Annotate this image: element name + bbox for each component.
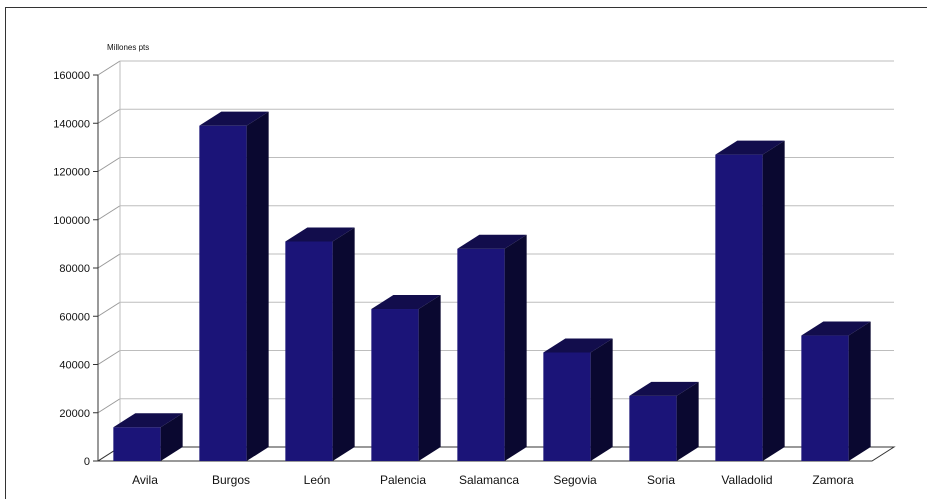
y-tick-label: 20000 <box>59 408 90 420</box>
x-tick-labels: Avila Burgos León Palencia Salamanca Segovia S… <box>132 473 854 487</box>
gridline-depth <box>97 398 121 414</box>
bar <box>543 338 613 461</box>
bar-front <box>457 248 505 461</box>
bar-front <box>543 352 591 461</box>
y-tick-labels: 0 20000 40000 60000 80000 100000 120000 140000 1… <box>53 70 90 468</box>
bar-top <box>715 140 785 155</box>
y-tick-label: 60000 <box>59 311 90 323</box>
bar-top <box>457 234 527 249</box>
y-tick-label: 140000 <box>53 118 90 130</box>
bar-top <box>629 381 699 396</box>
gridline-depth <box>97 108 121 124</box>
bar-side <box>246 111 269 461</box>
x-tick-label: León <box>304 473 331 487</box>
gridline-depth <box>97 253 121 269</box>
x-tick-label: Salamanca <box>459 473 519 487</box>
x-tick-label: Avila <box>132 473 158 487</box>
y-tick-label: 40000 <box>59 360 90 372</box>
bar-top <box>371 295 441 310</box>
bar-side <box>848 321 871 461</box>
chart-frame <box>5 7 927 499</box>
bar <box>629 381 699 461</box>
bars <box>113 111 871 462</box>
gridline-depth <box>97 350 121 365</box>
bar <box>285 227 355 461</box>
bar-front <box>371 309 419 461</box>
bar <box>113 413 183 461</box>
x-tick-label: Burgos <box>212 473 250 487</box>
bar <box>199 111 269 461</box>
x-tick-label: Palencia <box>380 473 426 487</box>
bar <box>801 321 871 461</box>
bar-side <box>590 338 613 461</box>
floor <box>96 446 896 462</box>
bar-top <box>801 321 871 336</box>
x-tick-label: Soria <box>647 473 675 487</box>
gridline-depth <box>97 301 121 317</box>
y-axis-unit-label: Millones pts <box>107 43 149 52</box>
bar-side <box>676 381 699 461</box>
y-tick-label: 120000 <box>53 167 90 179</box>
bar-top <box>285 227 355 242</box>
bar-top <box>113 413 183 428</box>
gridline-depth <box>97 157 121 172</box>
y-tick-label: 80000 <box>59 263 90 275</box>
bar <box>371 295 441 461</box>
bar-front <box>801 335 849 461</box>
bar-top <box>199 111 269 126</box>
bar-side <box>418 295 441 461</box>
bar-front <box>113 427 161 461</box>
bar-side <box>160 413 183 461</box>
bar <box>457 234 527 461</box>
bar-front <box>285 241 333 461</box>
bar-top <box>543 338 613 353</box>
bar-front <box>199 125 247 461</box>
bar-front <box>629 395 677 461</box>
bar-side <box>762 140 785 462</box>
bar <box>715 140 785 462</box>
axes <box>93 61 896 462</box>
x-tick-label: Zamora <box>812 473 854 487</box>
y-tick-label: 100000 <box>53 215 90 227</box>
x-tick-label: Segovia <box>553 473 597 487</box>
gridline-depth <box>97 60 121 76</box>
y-tick-label: 0 <box>84 456 90 468</box>
bar-side <box>504 234 527 461</box>
y-tick-label: 160000 <box>53 70 90 82</box>
bar-front <box>715 154 763 462</box>
bar-side <box>332 227 355 461</box>
x-tick-label: Valladolid <box>721 473 772 487</box>
gridline-depth <box>97 205 121 221</box>
